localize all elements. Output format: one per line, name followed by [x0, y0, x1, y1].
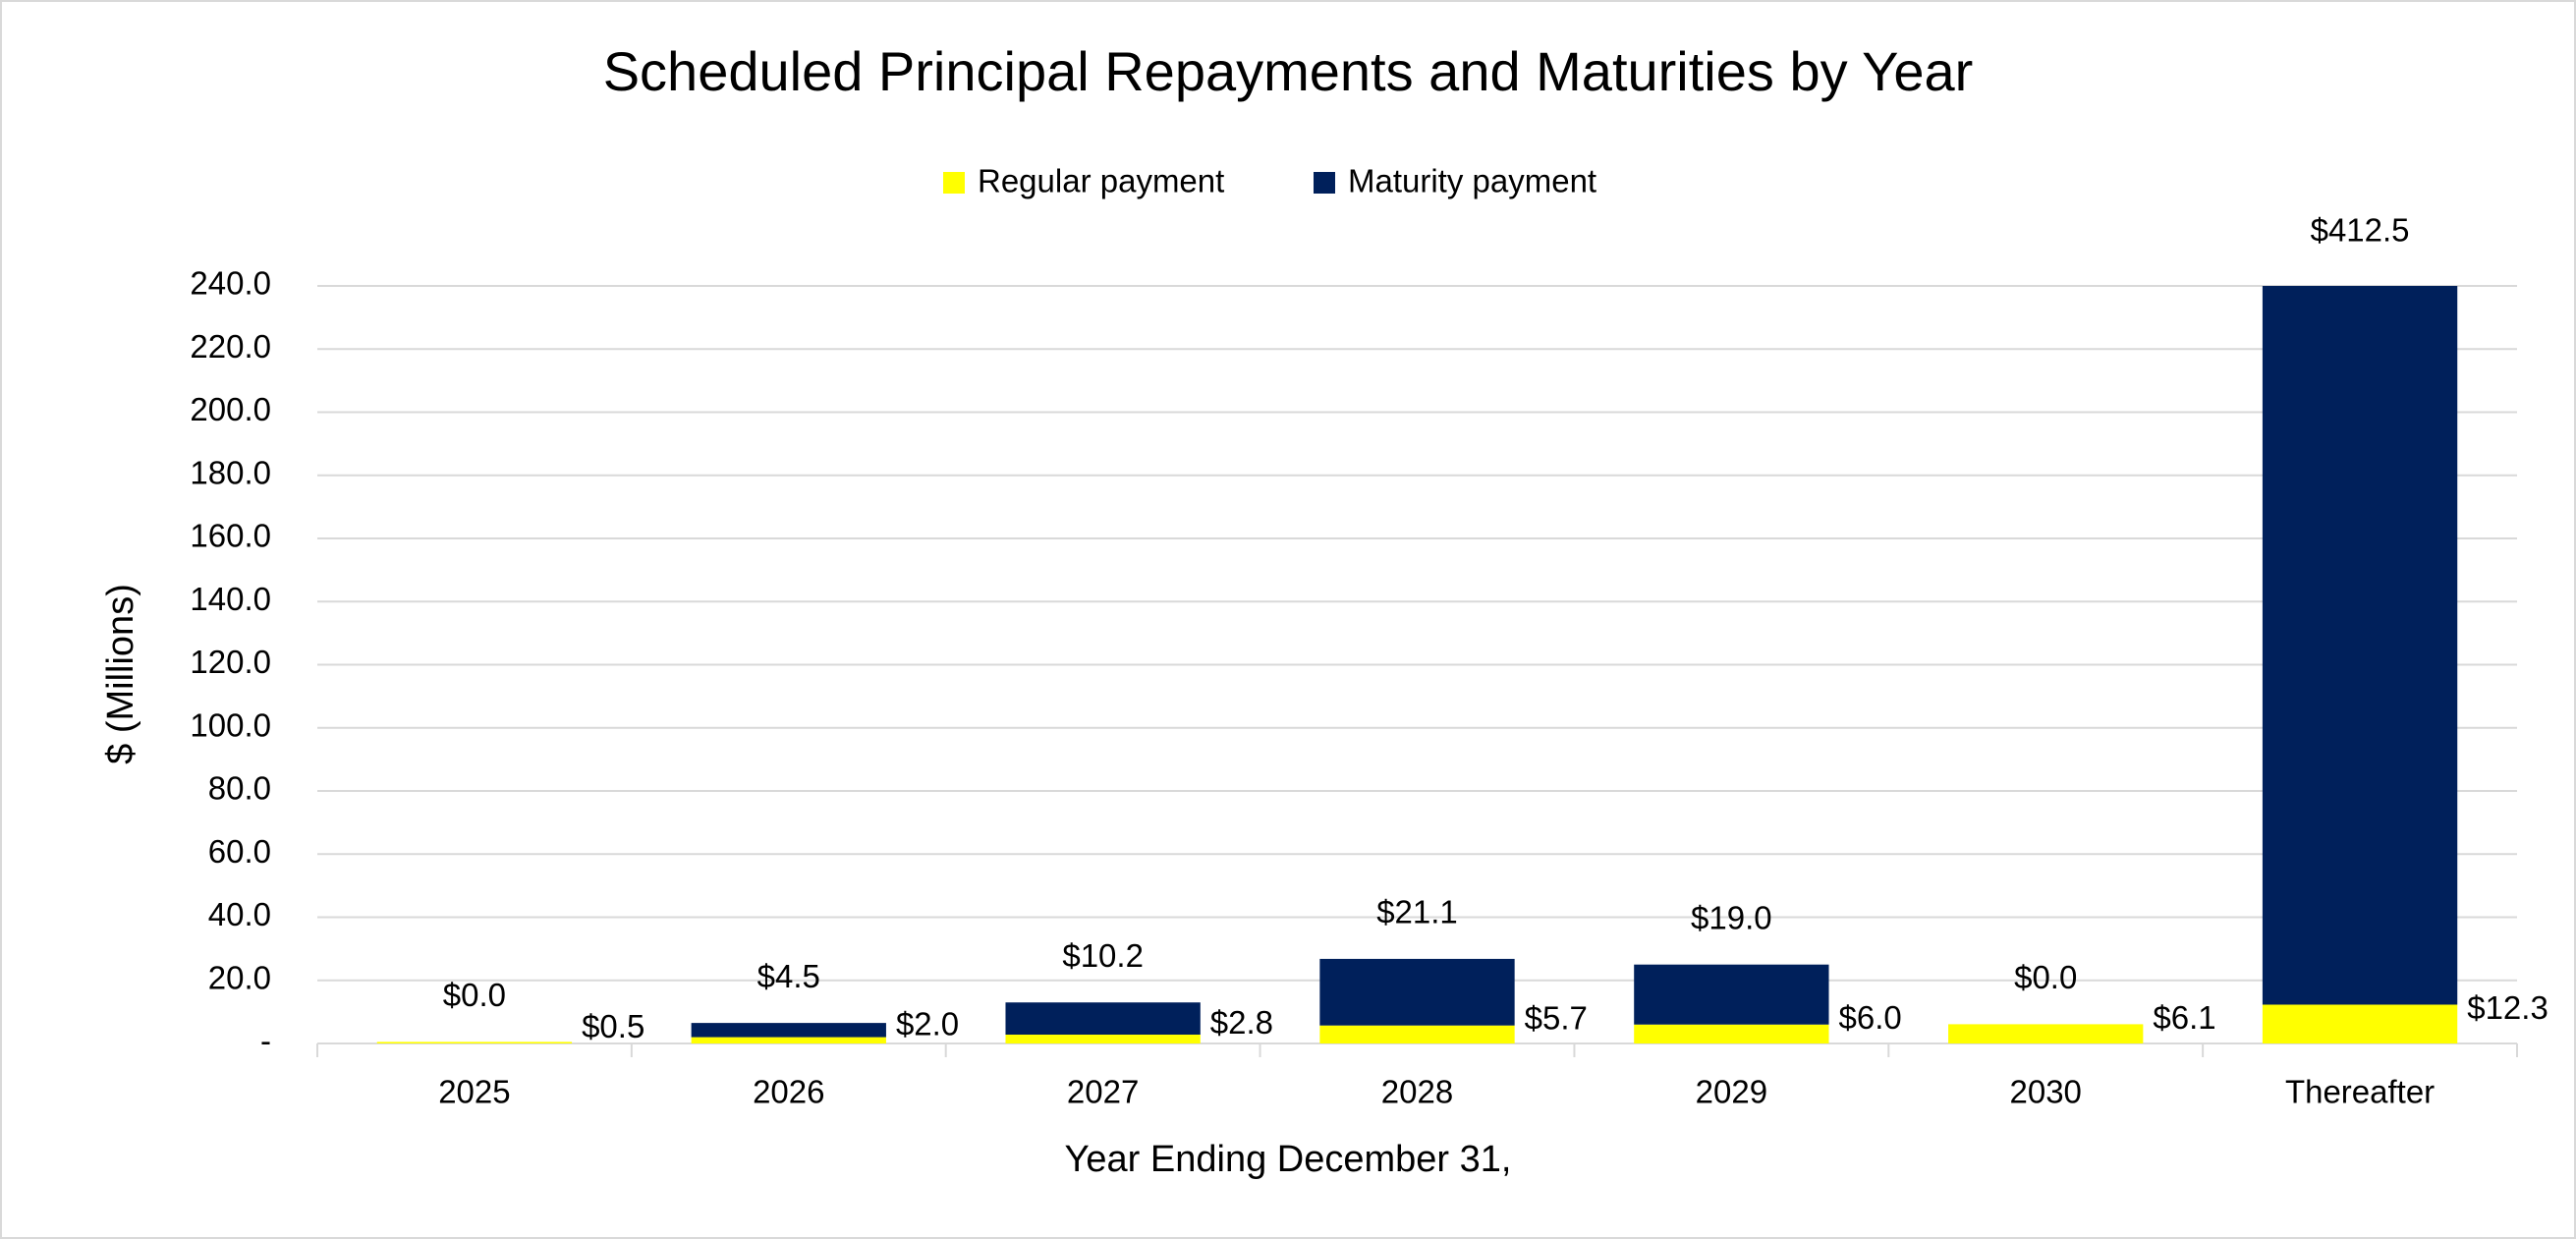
legend-label: Maturity payment [1348, 163, 1596, 199]
x-tick-label: 2026 [753, 1074, 824, 1110]
x-tick-label: 2030 [2010, 1074, 2082, 1110]
y-tick-label: 20.0 [208, 959, 271, 995]
bar-segment [1005, 1002, 1201, 1036]
labels: - 20.0 40.0 60.0 80.0 100.0 120.0 140.0 160.0 180… [190, 163, 2548, 1110]
data-label: $0.0 [2014, 959, 2077, 995]
bar-segment [2262, 286, 2458, 1005]
y-tick-label: 60.0 [208, 833, 271, 870]
y-tick-label: - [260, 1023, 271, 1059]
bar-segment [1634, 1024, 1829, 1043]
data-label: $0.0 [443, 977, 506, 1013]
bars [376, 286, 2458, 1043]
data-label: $19.0 [1691, 899, 1772, 935]
bar-segment [376, 1042, 573, 1043]
y-tick-label: 200.0 [190, 391, 271, 427]
y-tick-label: 180.0 [190, 454, 271, 490]
bar-segment [691, 1037, 886, 1043]
bar-segment [691, 1023, 886, 1038]
y-axis-title: $ (Millions) [100, 584, 141, 764]
y-tick-label: 160.0 [190, 518, 271, 554]
data-label: $6.1 [2153, 999, 2215, 1036]
bar-segment [1634, 964, 1829, 1025]
data-label: $4.5 [757, 958, 820, 994]
legend-label: Regular payment [978, 163, 1224, 199]
y-tick-label: 100.0 [190, 706, 271, 743]
x-tick-label: 2027 [1067, 1074, 1139, 1110]
x-tick-label: Thereafter [2285, 1074, 2435, 1110]
legend-swatch [943, 172, 965, 194]
bar-segment [1319, 958, 1515, 1026]
y-tick-label: 140.0 [190, 581, 271, 617]
x-tick-label: 2029 [1696, 1074, 1767, 1110]
bar-segment [1319, 1025, 1515, 1043]
data-label: $0.5 [582, 1008, 644, 1044]
y-tick-label: 240.0 [190, 265, 271, 302]
data-label: $12.3 [2467, 989, 2548, 1026]
bar-segment [1948, 1024, 2144, 1043]
bar-segment [2262, 1004, 2458, 1043]
data-label: $6.0 [1839, 999, 1902, 1036]
y-tick-label: 80.0 [208, 770, 271, 807]
bar-segment [1005, 1035, 1201, 1043]
y-tick-label: 40.0 [208, 896, 271, 932]
data-label: $5.7 [1525, 1000, 1588, 1037]
legend-swatch [1314, 172, 1335, 194]
data-label: $2.0 [896, 1006, 959, 1042]
y-tick-label: 120.0 [190, 644, 271, 680]
data-label: $412.5 [2311, 212, 2410, 249]
x-tick-label: 2025 [438, 1074, 510, 1110]
x-axis-title: Year Ending December 31, [1065, 1139, 1512, 1180]
chart-title: Scheduled Principal Repayments and Matur… [603, 40, 1974, 102]
data-label: $10.2 [1062, 937, 1144, 974]
x-tick-label: 2028 [1381, 1074, 1453, 1110]
data-label: $2.8 [1210, 1004, 1273, 1041]
y-tick-label: 220.0 [190, 328, 271, 365]
data-label: $21.1 [1376, 894, 1458, 930]
